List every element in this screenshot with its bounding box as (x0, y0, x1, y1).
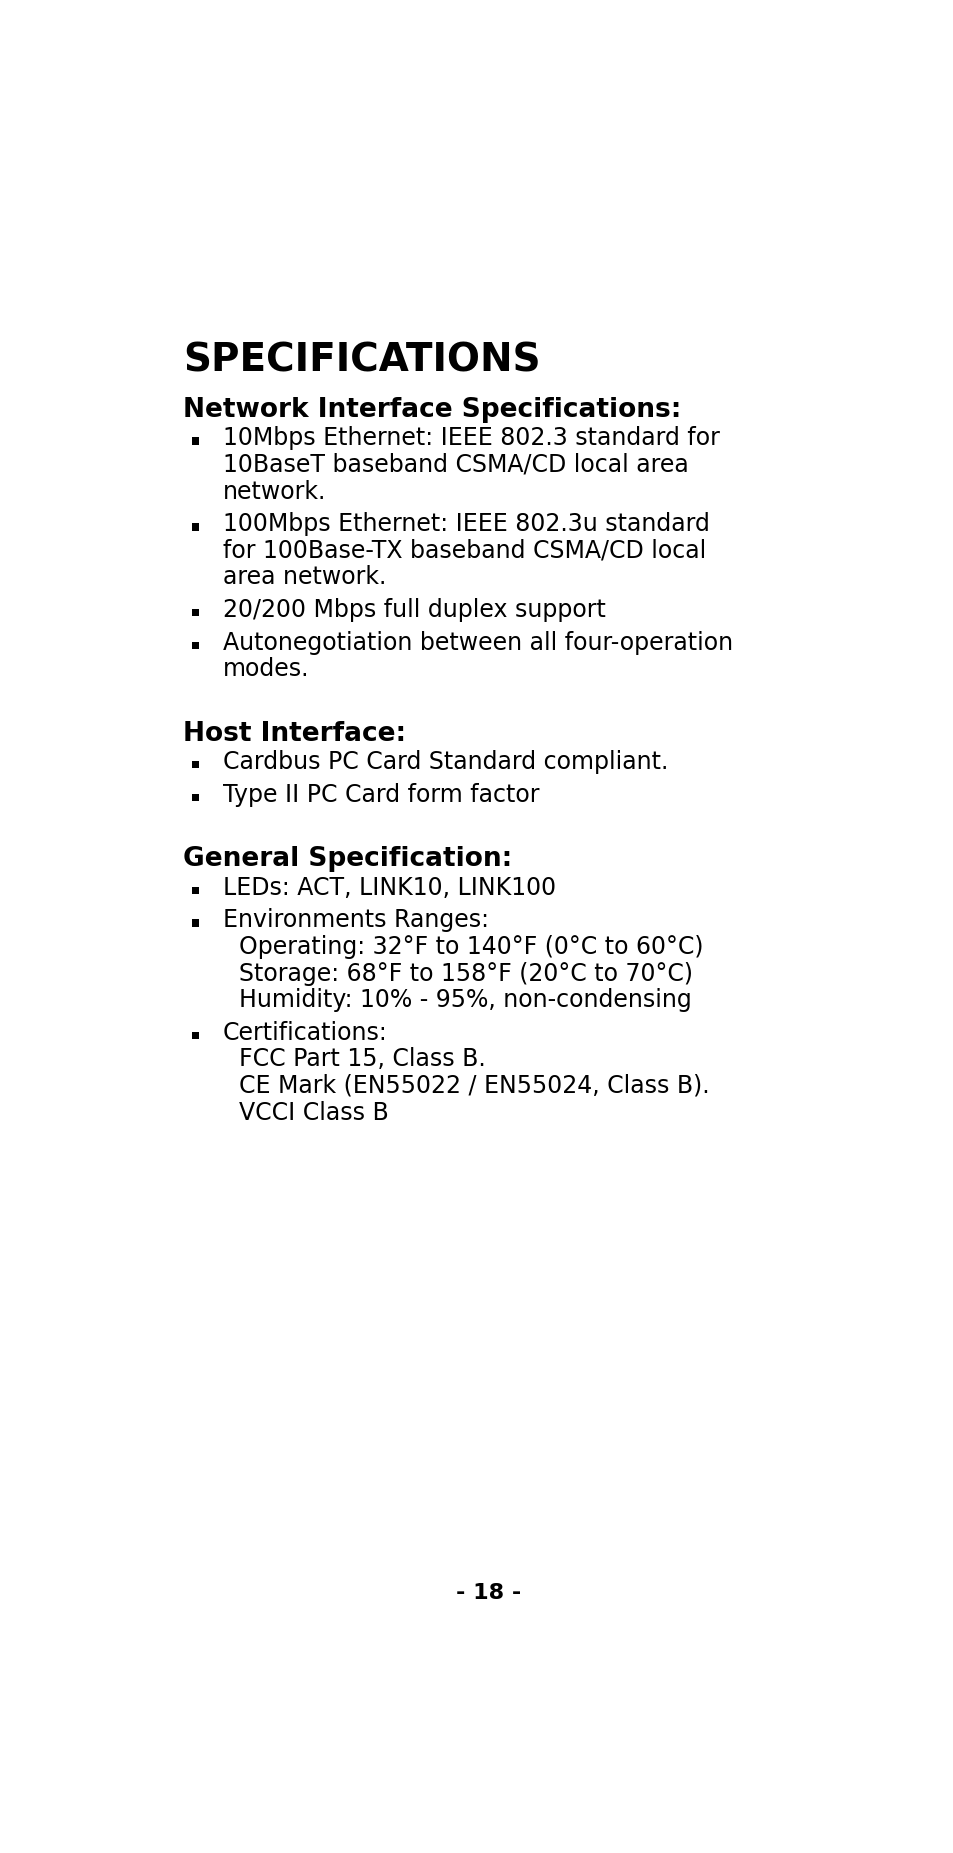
Text: modes.: modes. (223, 658, 310, 682)
Text: FCC Part 15, Class B.: FCC Part 15, Class B. (238, 1047, 485, 1071)
Text: SPECIFICATIONS: SPECIFICATIONS (183, 341, 539, 380)
Text: General Specification:: General Specification: (183, 847, 512, 873)
Text: Host Interface:: Host Interface: (183, 721, 405, 747)
Text: Storage: 68°F to 158°F (20°C to 70°C): Storage: 68°F to 158°F (20°C to 70°C) (238, 962, 692, 986)
Text: Certifications:: Certifications: (223, 1021, 388, 1045)
Text: Environments Ranges:: Environments Ranges: (223, 908, 489, 932)
Bar (192, 886, 199, 893)
Bar (192, 919, 199, 926)
Bar (192, 1032, 199, 1040)
Text: Network Interface Specifications:: Network Interface Specifications: (183, 397, 680, 422)
Text: LEDs: ACT, LINK10, LINK100: LEDs: ACT, LINK10, LINK100 (223, 876, 556, 901)
Bar (192, 641, 199, 649)
Text: Type II PC Card form factor: Type II PC Card form factor (223, 784, 539, 806)
Text: Operating: 32°F to 140°F (0°C to 60°C): Operating: 32°F to 140°F (0°C to 60°C) (238, 936, 702, 960)
Text: for 100Base-TX baseband CSMA/CD local: for 100Base-TX baseband CSMA/CD local (223, 539, 705, 563)
Text: - 18 -: - 18 - (456, 1582, 521, 1603)
Text: 20/200 Mbps full duplex support: 20/200 Mbps full duplex support (223, 599, 605, 623)
Text: area network.: area network. (223, 565, 386, 589)
Text: CE Mark (EN55022 / EN55024, Class B).: CE Mark (EN55022 / EN55024, Class B). (238, 1075, 708, 1099)
Text: network.: network. (223, 480, 326, 504)
Bar (192, 793, 199, 800)
Text: Autonegotiation between all four-operation: Autonegotiation between all four-operati… (223, 630, 733, 654)
Text: Cardbus PC Card Standard compliant.: Cardbus PC Card Standard compliant. (223, 750, 668, 775)
Text: 10Mbps Ethernet: IEEE 802.3 standard for: 10Mbps Ethernet: IEEE 802.3 standard for (223, 426, 720, 450)
Text: VCCI Class B: VCCI Class B (238, 1101, 388, 1125)
Text: Humidity: 10% - 95%, non-condensing: Humidity: 10% - 95%, non-condensing (238, 988, 691, 1012)
Text: 10BaseT baseband CSMA/CD local area: 10BaseT baseband CSMA/CD local area (223, 452, 688, 476)
Bar (192, 523, 199, 530)
Bar (192, 762, 199, 769)
Bar (192, 437, 199, 445)
Text: 100Mbps Ethernet: IEEE 802.3u standard: 100Mbps Ethernet: IEEE 802.3u standard (223, 511, 709, 536)
Bar (192, 610, 199, 617)
